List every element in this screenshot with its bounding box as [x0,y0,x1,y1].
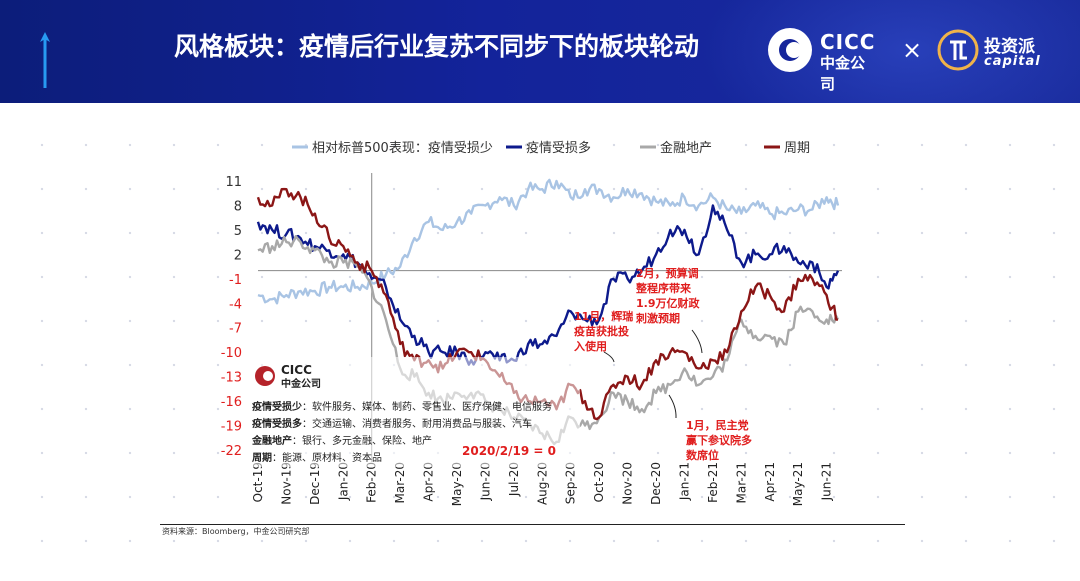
page-title: 风格板块：疫情后行业复苏不同步下的板块轮动 [174,32,700,61]
annotation-line: 1.9万亿财政 [636,296,700,310]
header-banner: 风格板块：疫情后行业复苏不同步下的板块轮动 CICC 中金公司 × 投资派 ca… [0,0,1080,103]
legend-item: 金融地产 [660,140,712,156]
x-tick-label: Apr-20 [422,462,436,502]
info-row: 金融地产：银行、多元金融、保险、地产 [251,434,432,447]
cicc-mark-icon [768,28,812,72]
x-tick-label: Dec-20 [649,462,663,505]
info-row-label: 疫情受损多 [252,417,302,430]
info-logo-cut [263,371,273,381]
x-tick-label: May-21 [791,462,805,506]
header-glow [700,0,1080,103]
dotted-background [0,103,1080,581]
x-tick-label: Mar-21 [734,462,748,503]
line-chart: 11 8 5 2 -1 -4 -7 -10 -13 -16 -19 -22 Oct-19 Nov-19 De… [221,140,842,506]
y-tick-label: 8 [234,199,242,214]
y-tick-label: 2 [234,248,242,263]
arrow-up-icon [40,32,50,88]
cicc-logo-cn: 中金公司 [820,54,866,93]
annotation-line: 数席位 [686,448,719,462]
annotation-line: 整程序带来 [635,281,692,295]
x-tick-label: Feb-21 [706,462,720,503]
tzp-mark-icon [937,29,979,71]
x-tick-label: Jan-21 [677,462,691,501]
info-row-text: ：银行、多元金融、保险、地产 [292,434,432,447]
annotation-arrow [603,351,615,363]
x-tick-label: Dec-19 [308,462,322,505]
x-tick-label: Feb-20 [365,462,379,503]
x-tick-label: Jun-20 [478,462,492,501]
x-tick-label: Apr-21 [763,462,777,502]
x-tick-label: May-20 [450,462,464,506]
annotation-arrow [668,394,677,419]
y-tick-label: -13 [221,371,242,386]
y-tick-label: -1 [229,273,242,288]
tzp-logo-cn: 投资派 [984,37,1035,57]
tzp-logo-en: capital [984,54,1041,69]
x-tick-label: Aug-20 [535,462,549,505]
info-box-bg [250,357,580,467]
x-tick-label: Mar-20 [393,462,407,503]
y-tick-label: -16 [221,395,242,410]
x-tick-label: Oct-20 [592,462,606,502]
y-tick-label: -10 [221,346,242,361]
x-tick-label: Jul-20 [507,462,521,497]
cicc-logo-en: CICC [820,30,876,54]
info-row-label: 疫情受损少 [252,400,302,413]
y-tick-label: -22 [221,444,242,459]
annotation-arrow [691,329,703,354]
annotation-line: 赢下参议院多 [686,433,752,447]
annotation-line: 入使用 [574,339,607,353]
annotation-line: 1月，民主党 [686,418,749,432]
info-logo-en: CICC [281,363,312,377]
y-tick-label: -4 [229,297,242,312]
info-row-label: 周期 [252,451,272,464]
annotation-line: 刺激预期 [635,311,680,325]
x-tick-label: Sep-20 [564,462,578,504]
series-line [257,178,840,305]
info-row: 疫情受损少：软件服务、媒体、制药、零售业、医疗保健、电信服务 [252,400,552,413]
annotation-line: 疫苗获批投 [574,324,629,338]
tzp-logo: 投资派 capital [936,28,1056,76]
annotation-base-date: 2020/2/19 = 0 [462,444,556,458]
cicc-logo: CICC 中金公司 [768,28,878,93]
info-row: 周期：能源、原材料、资本品 [252,451,382,464]
x-tick-label: Nov-19 [279,462,293,505]
x-tick-label: Jun-21 [820,462,834,501]
times-separator: × [902,36,923,64]
info-row: 疫情受损多：交通运输、消费者服务、耐用消费品与服装、汽车 [252,417,532,430]
legend-item: 疫情受损多 [526,140,591,156]
info-row-text: ：能源、原材料、资本品 [272,451,382,464]
legend-item: 相对标普500表现：疫情受损少 [312,140,493,156]
x-tick-label: Oct-19 [251,462,265,502]
x-tick-label: Nov-20 [621,462,635,505]
y-tick-label: 5 [234,224,242,239]
info-row-text: ：交通运输、消费者服务、耐用消费品与服装、汽车 [302,417,532,430]
x-tick-label: Jan-20 [336,462,350,501]
series-line [256,204,840,366]
y-tick-label: -7 [229,322,242,337]
legend-item: 周期 [784,141,810,156]
y-tick-label: 11 [225,175,242,190]
info-logo-cn: 中金公司 [281,377,321,390]
source-note: 资料来源：Bloomberg，中金公司研究部 [162,527,310,536]
info-row-text: ：软件服务、媒体、制药、零售业、医疗保健、电信服务 [302,400,552,413]
footer-divider [160,524,905,525]
y-tick-label: -19 [221,420,242,435]
annotation-line: 11月，辉瑞 [574,309,633,323]
annotation-line: 2月，预算调 [636,266,699,280]
info-row-label: 金融地产 [251,434,292,447]
